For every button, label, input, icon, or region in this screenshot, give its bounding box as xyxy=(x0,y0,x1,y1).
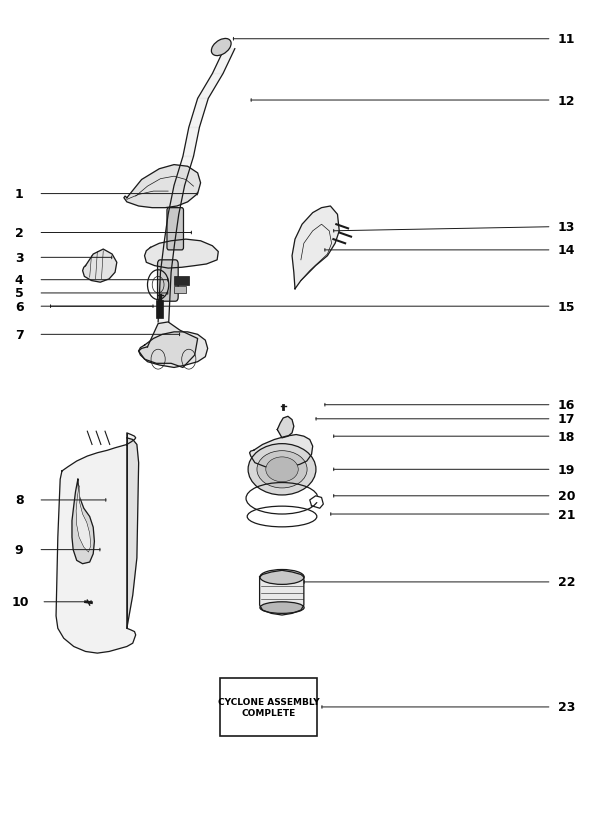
Bar xyxy=(174,287,186,294)
Polygon shape xyxy=(250,435,313,468)
Polygon shape xyxy=(164,215,179,244)
Polygon shape xyxy=(168,186,185,215)
Text: 20: 20 xyxy=(558,490,575,503)
Ellipse shape xyxy=(211,40,231,56)
Text: 3: 3 xyxy=(15,251,24,265)
Text: 5: 5 xyxy=(15,287,24,300)
Text: 10: 10 xyxy=(12,595,30,609)
Polygon shape xyxy=(260,571,304,615)
Ellipse shape xyxy=(266,457,298,482)
Polygon shape xyxy=(292,207,339,289)
Bar xyxy=(156,300,163,318)
Polygon shape xyxy=(189,99,208,128)
Text: 15: 15 xyxy=(558,300,575,313)
Ellipse shape xyxy=(260,602,304,614)
Polygon shape xyxy=(127,438,139,629)
FancyBboxPatch shape xyxy=(167,208,183,251)
Text: 9: 9 xyxy=(15,543,24,557)
Text: 8: 8 xyxy=(15,494,24,507)
Text: 12: 12 xyxy=(558,94,575,108)
Text: 1: 1 xyxy=(15,188,24,201)
Ellipse shape xyxy=(260,570,304,585)
Ellipse shape xyxy=(257,451,307,488)
Polygon shape xyxy=(316,496,322,501)
Text: 13: 13 xyxy=(558,221,575,234)
Polygon shape xyxy=(198,74,223,99)
Polygon shape xyxy=(124,165,201,208)
Polygon shape xyxy=(76,486,91,552)
Bar xyxy=(219,678,317,736)
Polygon shape xyxy=(160,244,175,273)
Polygon shape xyxy=(72,480,94,564)
Text: 2: 2 xyxy=(15,227,24,240)
Polygon shape xyxy=(159,273,171,298)
Ellipse shape xyxy=(248,444,316,495)
Text: CYCLONE ASSEMBLY
COMPLETE: CYCLONE ASSEMBLY COMPLETE xyxy=(218,697,319,717)
Polygon shape xyxy=(145,240,218,269)
Text: 21: 21 xyxy=(558,508,575,521)
Polygon shape xyxy=(56,433,136,653)
Text: 14: 14 xyxy=(558,244,575,257)
FancyBboxPatch shape xyxy=(158,261,178,302)
Text: 16: 16 xyxy=(558,399,575,412)
Polygon shape xyxy=(158,298,170,323)
Polygon shape xyxy=(174,157,194,186)
Text: 17: 17 xyxy=(558,413,575,426)
Polygon shape xyxy=(83,250,117,283)
Polygon shape xyxy=(183,128,199,157)
Text: 23: 23 xyxy=(558,700,575,714)
Polygon shape xyxy=(277,417,294,438)
Polygon shape xyxy=(212,50,235,74)
Bar xyxy=(174,277,189,285)
Text: 19: 19 xyxy=(558,463,575,476)
Polygon shape xyxy=(139,323,198,368)
Text: 4: 4 xyxy=(15,274,24,287)
Polygon shape xyxy=(139,332,208,368)
Text: 22: 22 xyxy=(558,576,575,589)
Text: 7: 7 xyxy=(15,328,24,342)
Text: 18: 18 xyxy=(558,430,575,443)
Text: 11: 11 xyxy=(558,33,575,46)
Text: 6: 6 xyxy=(15,300,24,313)
